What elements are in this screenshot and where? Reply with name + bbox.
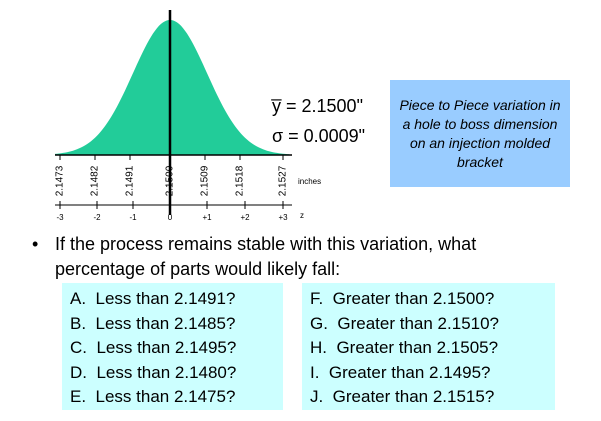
question: A. Less than 2.1491?: [70, 289, 236, 308]
bullet: If the process remains stable with this …: [30, 232, 570, 282]
question: C. Less than 2.1495?: [70, 338, 237, 357]
z-tick-label: -1: [129, 213, 137, 222]
mean-stat: y̅ = 2.1500": [272, 96, 363, 116]
z-unit: z: [300, 211, 304, 220]
sigma-stat: σ = 0.0009": [272, 126, 366, 146]
x-unit: inches: [298, 177, 321, 186]
note-text: Piece to Piece variation in a hole to bo…: [399, 96, 561, 170]
x-tick-label: 2.1491: [125, 165, 136, 196]
question: J. Greater than 2.1515?: [310, 387, 495, 406]
question: B. Less than 2.1485?: [70, 313, 236, 333]
z-tick-label: +1: [202, 213, 212, 222]
normal-curve: inches z 2.1473 2.1482 2.1491 2.1500 2.1509 2…: [55, 10, 321, 222]
question: E. Less than 2.1475?: [70, 387, 236, 406]
question: I. Greater than 2.1495?: [310, 362, 491, 382]
question-list: F. Greater than 2.1500? G. Greater than 2…: [302, 283, 555, 410]
x-tick-label: 2.1527: [278, 165, 289, 196]
x-tick-label: 2.1518: [235, 165, 246, 196]
bell-curve: [55, 20, 290, 155]
question: D. Less than 2.1480?: [70, 362, 237, 382]
x-tick-label: 2.1509: [200, 165, 211, 196]
z-tick-label: +2: [240, 213, 250, 222]
z-tick-label: -2: [93, 213, 101, 222]
z-tick-label: 0: [168, 213, 173, 222]
question: H. Greater than 2.1505?: [310, 338, 499, 357]
z-tick-label: -3: [56, 213, 64, 222]
x-tick-label: 2.1482: [90, 165, 101, 196]
question: G. Greater than 2.1510?: [310, 313, 500, 333]
question-list: A. Less than 2.1491? B. Less than 2.1485?…: [62, 283, 283, 410]
x-tick-label: 2.1473: [55, 165, 66, 196]
question: F. Greater than 2.1500?: [310, 289, 495, 308]
x-tick-label: 2.1500: [165, 165, 176, 196]
z-tick-label: +3: [278, 213, 288, 222]
note-box: Piece to Piece variation in a hole to bo…: [390, 80, 570, 187]
